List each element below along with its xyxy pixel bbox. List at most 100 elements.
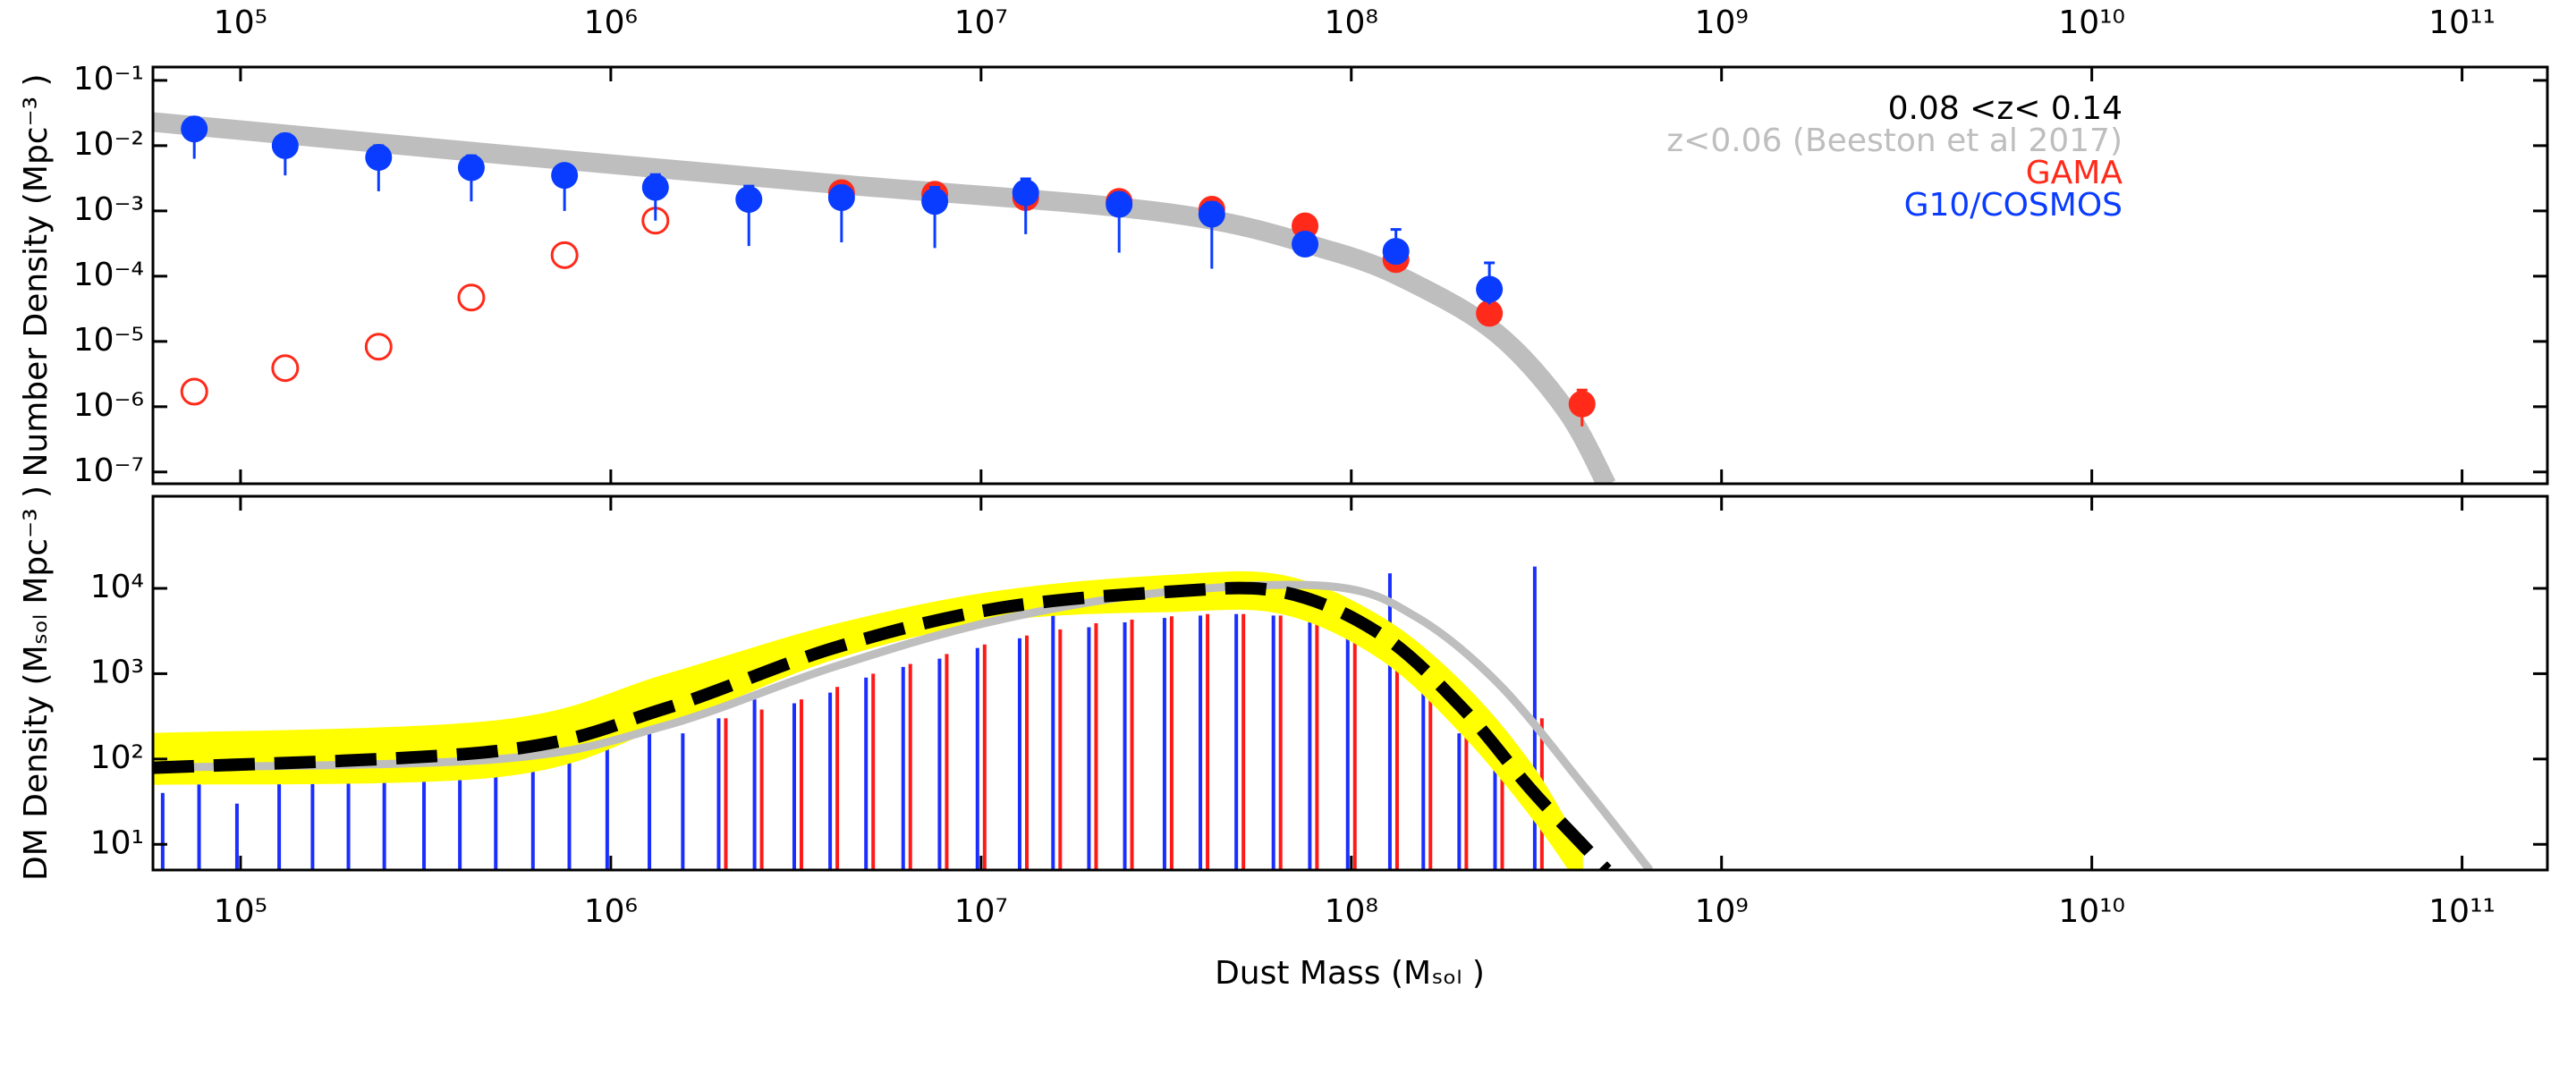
bar xyxy=(835,687,840,870)
point xyxy=(921,188,949,215)
plot-area xyxy=(153,112,1616,484)
bar xyxy=(1387,573,1392,870)
bar xyxy=(1162,618,1166,870)
bar xyxy=(277,744,282,870)
bar xyxy=(1394,655,1399,870)
y-tick-label: 10¹ xyxy=(90,824,144,861)
bar xyxy=(1457,733,1462,870)
bar xyxy=(346,758,351,870)
bar xyxy=(1169,616,1174,870)
x-tick-label: 10⁸ xyxy=(1325,893,1378,930)
x-tick-label: 10⁹ xyxy=(1695,893,1749,930)
annotation: 0.08 <z< 0.14 xyxy=(1888,90,2123,127)
bar xyxy=(759,709,764,870)
y-tick-label: 10² xyxy=(90,739,144,776)
x-tick-label: 10⁵ xyxy=(214,893,267,930)
bar xyxy=(982,644,987,870)
point xyxy=(1476,300,1504,327)
legend-entry: G10/COSMOS xyxy=(1904,187,2123,224)
point xyxy=(735,186,763,214)
bar xyxy=(1087,627,1091,870)
curve xyxy=(153,112,1616,484)
y-tick-label: 10³ xyxy=(90,654,144,690)
bar xyxy=(382,746,386,870)
bar xyxy=(792,703,796,870)
x-tick-label: 10¹⁰ xyxy=(2058,4,2125,41)
bar xyxy=(1345,635,1350,870)
bar xyxy=(716,718,721,870)
point xyxy=(550,241,579,269)
bar xyxy=(160,792,165,870)
bar xyxy=(724,718,728,870)
x-tick-label: 10¹⁰ xyxy=(2058,893,2125,930)
bar xyxy=(1493,767,1497,870)
bar xyxy=(945,654,949,870)
x-tick-label: 10⁶ xyxy=(584,4,638,41)
point xyxy=(1012,179,1039,207)
bar xyxy=(197,752,201,870)
bar xyxy=(1464,712,1469,870)
bar xyxy=(1271,615,1275,870)
bar xyxy=(1051,587,1055,870)
bar xyxy=(1094,623,1098,870)
bar xyxy=(681,733,685,870)
bar xyxy=(1241,613,1246,870)
point xyxy=(457,154,485,182)
bar xyxy=(530,718,535,870)
plot-frame xyxy=(151,65,2549,486)
bar xyxy=(828,692,833,870)
point xyxy=(365,144,393,172)
bar xyxy=(422,767,427,870)
y-tick-label: 10⁻² xyxy=(73,126,144,163)
legend-entry: GAMA xyxy=(2026,155,2123,191)
bar xyxy=(1206,613,1210,870)
bar xyxy=(1058,629,1063,870)
y-axis-label: Number Density (Mpc⁻³ ) xyxy=(18,73,55,477)
y-tick-label: 10⁻⁷ xyxy=(73,452,144,489)
point xyxy=(1198,200,1225,228)
bar xyxy=(799,699,803,870)
plot-area xyxy=(153,566,1654,870)
y-tick-label: 10⁻³ xyxy=(73,191,144,228)
point xyxy=(457,283,486,312)
bar xyxy=(871,673,876,870)
bar xyxy=(1421,681,1426,870)
y-tick-label: 10⁻¹ xyxy=(73,61,144,97)
bar xyxy=(1024,635,1029,870)
point xyxy=(1106,190,1133,218)
x-tick-label: 10⁷ xyxy=(954,4,1008,41)
bar xyxy=(1500,752,1504,870)
point xyxy=(1382,238,1410,266)
bar xyxy=(234,803,239,870)
bar xyxy=(1308,621,1312,870)
legend-entry: z<0.06 (Beeston et al 2017) xyxy=(1666,123,2123,159)
point xyxy=(271,354,300,383)
plot-frame xyxy=(151,494,2549,872)
bar xyxy=(648,724,652,870)
x-tick-label: 10¹¹ xyxy=(2428,4,2496,41)
y-tick-label: 10⁻⁴ xyxy=(73,257,144,293)
bar xyxy=(1278,615,1283,870)
bar xyxy=(937,658,942,870)
point xyxy=(180,377,208,406)
curve xyxy=(153,581,1612,870)
bar xyxy=(864,677,869,870)
bar xyxy=(1315,624,1319,870)
point xyxy=(181,115,208,143)
x-tick-label: 10⁶ xyxy=(584,893,638,930)
x-tick-label: 10⁵ xyxy=(214,4,267,41)
bar xyxy=(1352,637,1357,870)
bar xyxy=(310,778,315,870)
bar xyxy=(975,647,979,870)
point xyxy=(364,333,393,361)
bar xyxy=(1017,638,1021,870)
y-axis-label: DM Density (Mₛₒₗ Mpc⁻³ ) xyxy=(18,486,55,881)
y-tick-label: 10⁴ xyxy=(90,569,144,605)
bar xyxy=(1234,613,1239,870)
bar xyxy=(567,744,572,870)
bar xyxy=(458,733,462,870)
bar xyxy=(1130,619,1134,870)
bar xyxy=(752,699,757,870)
point xyxy=(641,173,669,201)
bar xyxy=(1428,681,1433,870)
